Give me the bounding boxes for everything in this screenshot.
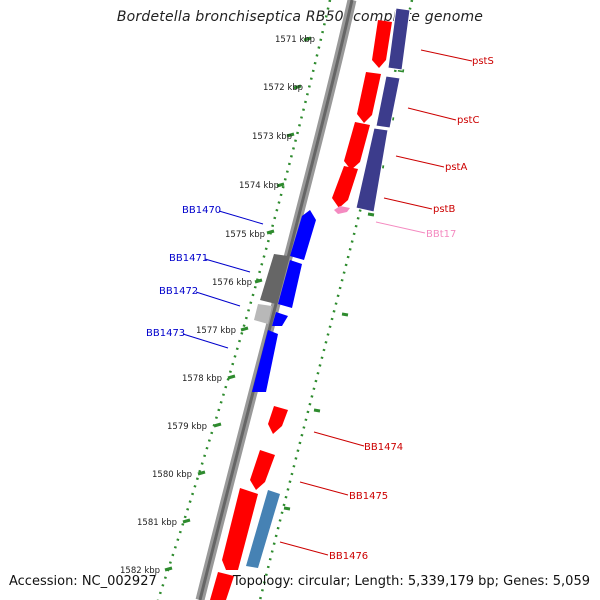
genome-summary-text: Topology: circular; Length: 5,339,179 bp…: [232, 574, 590, 589]
gene-label-BB1470: BB1470: [182, 205, 221, 216]
gene-label-BB1476: BB1476: [329, 551, 368, 562]
gene-BB1471-arrow[interactable]: [278, 260, 302, 308]
gene-next-arrow[interactable]: [210, 572, 234, 600]
gene-BB1471-gray[interactable]: [260, 254, 288, 304]
gene-BB1472-arrow[interactable]: [272, 312, 288, 326]
outer-features[interactable]: [355, 7, 411, 213]
gene-BB1473-arrow[interactable]: [252, 330, 278, 392]
gene-BB1470-arrow[interactable]: [290, 210, 316, 260]
gene-BB1475-arrow[interactable]: [250, 450, 275, 490]
tick-ring-inner: [156, 0, 332, 600]
tick-label: 1572 kbp: [263, 83, 303, 93]
gene-label-BB1474: BB1474: [364, 442, 403, 453]
scale-ticks: 1571 kbp 1572 kbp 1573 kbp 1574 kbp 1575…: [120, 35, 315, 576]
tick-label: 1575 kbp: [225, 230, 265, 240]
gene-label-BB1475: BB1475: [349, 491, 388, 502]
gene-BB1474-arrow[interactable]: [268, 406, 288, 434]
tick-label: 1579 kbp: [167, 422, 207, 432]
tick-label: 1577 kbp: [196, 326, 236, 336]
gene-labels-left: BB1470 BB1471 BB1472 BB1473: [146, 205, 221, 339]
label-leaders: [182, 49, 473, 556]
gene-label-BB1473: BB1473: [146, 328, 185, 339]
gene-pstB-arrow[interactable]: [332, 166, 358, 208]
tick-label: 1580 kbp: [152, 470, 192, 480]
feature-bar[interactable]: [355, 127, 389, 213]
map-title: Bordetella bronchiseptica RB50, complete…: [116, 9, 484, 25]
tick-label: 1581 kbp: [137, 518, 177, 528]
tick-label: 1582 kbp: [120, 566, 160, 576]
gene-labels-right: pstS pstC pstA pstB BBt17 BB1474 BB1475 …: [329, 56, 494, 562]
gene-label-pstC: pstC: [457, 115, 479, 126]
tick-label: 1574 kbp: [239, 181, 279, 191]
gene-pstS-arrow[interactable]: [372, 20, 392, 68]
gene-label-pstB: pstB: [433, 204, 455, 215]
tick-label: 1571 kbp: [275, 35, 315, 45]
tick-label: 1578 kbp: [182, 374, 222, 384]
gene-pstA-arrow[interactable]: [344, 122, 370, 170]
backbone-ring-inner: [198, 0, 354, 600]
gene-steelblue-arrow[interactable]: [246, 490, 280, 568]
accession-text: Accession: NC_002927: [9, 574, 157, 589]
tick-label: 1573 kbp: [252, 132, 292, 142]
gene-label-BB1472: BB1472: [159, 286, 198, 297]
gene-BB1476-arrow[interactable]: [222, 488, 258, 570]
forward-genes[interactable]: [210, 20, 392, 600]
gene-pstC-arrow[interactable]: [357, 72, 381, 123]
gene-BBt17-arrow[interactable]: [334, 206, 350, 214]
reverse-genes[interactable]: [246, 210, 316, 568]
gene-label-pstA: pstA: [445, 162, 467, 173]
gene-label-BB1471: BB1471: [169, 253, 208, 264]
gene-label-BBt17: BBt17: [426, 229, 456, 240]
feature-bar[interactable]: [375, 75, 401, 129]
feature-bar[interactable]: [387, 7, 411, 71]
gene-label-pstS: pstS: [472, 56, 494, 67]
tick-label: 1576 kbp: [212, 278, 252, 288]
gene-BB1472-light[interactable]: [254, 304, 272, 324]
